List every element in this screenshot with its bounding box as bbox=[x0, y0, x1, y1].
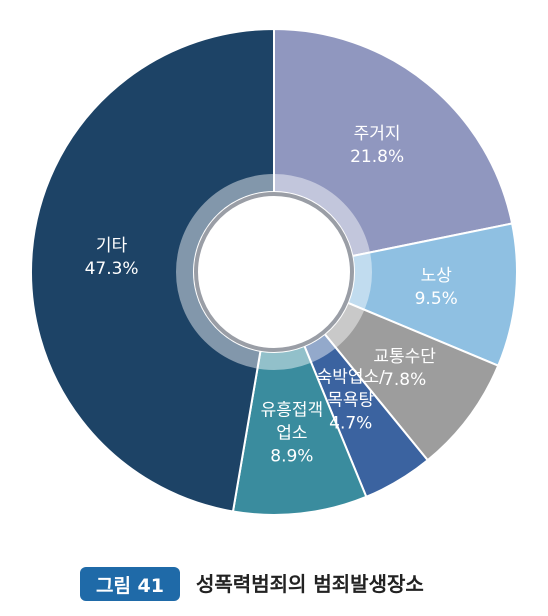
inner-ring bbox=[176, 174, 372, 370]
category-label: 노상 bbox=[420, 265, 452, 286]
figure-label: 그림 41 bbox=[80, 567, 180, 601]
category-label: 교통수단 bbox=[373, 347, 436, 368]
category-label: 기타 bbox=[95, 236, 128, 257]
value-label: 9.5% bbox=[414, 288, 458, 309]
value-label: 8.9% bbox=[270, 446, 314, 467]
data-label: 교통수단 7.8% bbox=[373, 347, 436, 393]
chart-title: 성폭력범죄의 범죄발생장소 bbox=[196, 572, 424, 596]
category-label: 주거지 bbox=[353, 123, 401, 144]
value-label: 47.3% bbox=[84, 259, 139, 280]
data-label: 숙박업소/목욕탕 4.7% bbox=[311, 366, 391, 435]
data-label: 유흥접객업소 8.9% bbox=[256, 400, 328, 469]
value-label: 21.8% bbox=[350, 146, 405, 167]
hole bbox=[194, 192, 354, 352]
value-label: 4.7% bbox=[329, 413, 373, 434]
category-label: 숙박업소/목욕탕 bbox=[316, 367, 385, 411]
value-label: 7.8% bbox=[383, 370, 427, 391]
category-label: 유흥접객업소 bbox=[260, 400, 324, 444]
data-label: 노상 9.5% bbox=[415, 265, 458, 311]
data-label: 기타 47.3% bbox=[85, 235, 139, 281]
data-label: 주거지 21.8% bbox=[350, 123, 404, 169]
